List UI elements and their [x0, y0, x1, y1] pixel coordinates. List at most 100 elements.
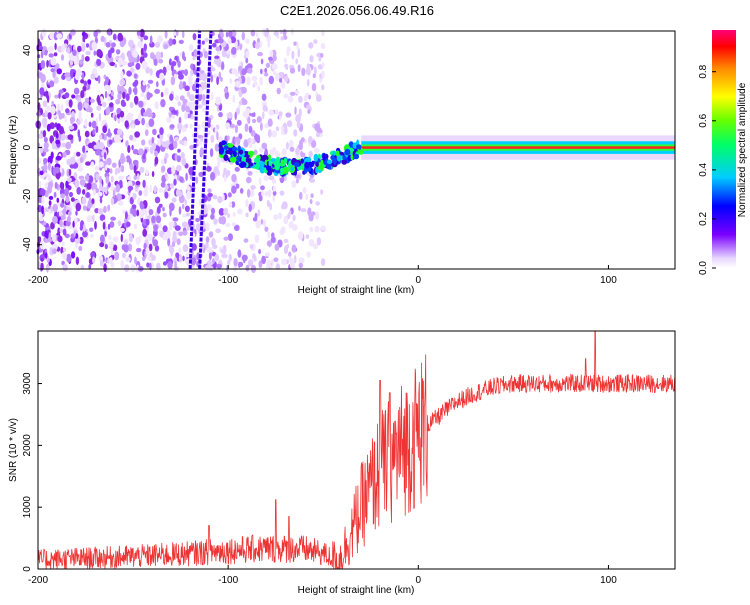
noise-cell: [51, 100, 54, 106]
noise-cell: [149, 184, 152, 193]
noise-cell: [42, 120, 47, 128]
noise-cell: [96, 144, 100, 149]
noise-cell: [210, 74, 214, 83]
noise-cell: [109, 61, 116, 67]
noise-cell: [131, 61, 135, 66]
noise-cell: [139, 200, 144, 210]
noise-cell: [99, 242, 105, 248]
noise-cell: [61, 241, 65, 246]
noise-cell: [106, 157, 112, 166]
noise-cell: [161, 165, 166, 172]
noise-cell: [284, 75, 289, 83]
noise-cell: [205, 222, 210, 232]
noise-cell: [255, 32, 259, 38]
noise-cell: [53, 76, 59, 84]
noise-cell: [40, 60, 46, 69]
noise-cell: [234, 80, 241, 88]
noise-cell: [199, 147, 204, 157]
noise-cell: [262, 104, 268, 112]
noise-cell: [73, 59, 79, 65]
noise-cell: [48, 200, 52, 206]
noise-cell: [133, 164, 137, 174]
noise-cell: [85, 161, 91, 166]
noise-cell: [243, 238, 249, 243]
noise-cell: [162, 66, 167, 74]
noise-cell: [185, 172, 188, 181]
noise-cell: [279, 78, 283, 83]
noise-cell: [195, 223, 201, 231]
noise-cell: [102, 125, 108, 134]
noise-cell: [145, 247, 150, 256]
colorbar-ticks: 0.0 0.2 0.4 0.6 0.8: [698, 64, 716, 275]
noise-cell: [143, 242, 147, 250]
noise-cell: [42, 100, 48, 108]
carrier-blob: [335, 150, 340, 157]
noise-cell: [154, 196, 161, 204]
noise-cell: [227, 112, 233, 119]
carrier-blob: [274, 163, 280, 171]
carrier-blob: [218, 141, 223, 149]
noise-cell: [169, 106, 173, 111]
noise-cell: [269, 50, 274, 58]
noise-cell: [60, 133, 66, 141]
noise-cell: [220, 32, 224, 39]
x-tick-label: -100: [218, 575, 238, 586]
noise-cell: [115, 183, 121, 193]
noise-cell: [129, 213, 133, 220]
noise-cell: [188, 44, 194, 51]
noise-cell: [269, 202, 272, 211]
noise-cell: [52, 203, 58, 213]
noise-cell: [138, 210, 144, 219]
y-tick-label: 2000: [22, 434, 33, 457]
noise-cell: [108, 181, 111, 188]
noise-cell: [223, 207, 229, 216]
noise-cell: [110, 175, 114, 183]
noise-cell: [53, 31, 59, 41]
noise-cell: [302, 187, 307, 194]
noise-cell: [279, 190, 285, 196]
noise-cell: [66, 253, 72, 263]
noise-cell: [79, 236, 84, 245]
noise-cell: [173, 178, 177, 186]
noise-cell: [174, 153, 178, 161]
noise-cell: [99, 134, 103, 140]
noise-cell: [99, 259, 104, 267]
noise-cell: [209, 148, 214, 158]
noise-cell: [289, 146, 295, 152]
noise-cell: [298, 262, 303, 269]
noise-cell: [263, 175, 269, 182]
noise-cell: [179, 95, 185, 101]
noise-cell: [103, 205, 107, 214]
noise-cell: [218, 71, 222, 80]
noise-cell: [258, 248, 261, 255]
noise-cell: [54, 181, 58, 190]
noise-cell: [58, 126, 64, 135]
noise-cell: [158, 58, 164, 64]
noise-cell: [154, 245, 160, 252]
noise-cell: [258, 177, 262, 185]
noise-cell: [41, 28, 47, 38]
noise-cell: [226, 169, 231, 176]
carrier-blob: [342, 154, 346, 161]
noise-cell: [308, 42, 314, 49]
noise-cell: [65, 108, 70, 114]
noise-cell: [92, 214, 95, 223]
noise-cell: [99, 175, 102, 185]
noise-cell: [289, 91, 296, 96]
noise-cell: [127, 144, 131, 154]
noise-cell: [250, 130, 256, 137]
noise-cell: [250, 138, 254, 144]
noise-cell: [38, 236, 42, 243]
noise-cell: [64, 233, 70, 239]
noise-cell: [92, 188, 96, 196]
noise-cell: [227, 37, 232, 45]
noise-cell: [55, 139, 61, 145]
noise-cell: [154, 88, 161, 94]
noise-cell: [260, 58, 264, 65]
noise-cell: [69, 69, 74, 78]
noise-cell: [119, 227, 125, 232]
noise-cell: [145, 218, 150, 226]
noise-cell: [121, 60, 128, 66]
noise-cell: [75, 202, 82, 212]
noise-cell: [224, 174, 227, 183]
